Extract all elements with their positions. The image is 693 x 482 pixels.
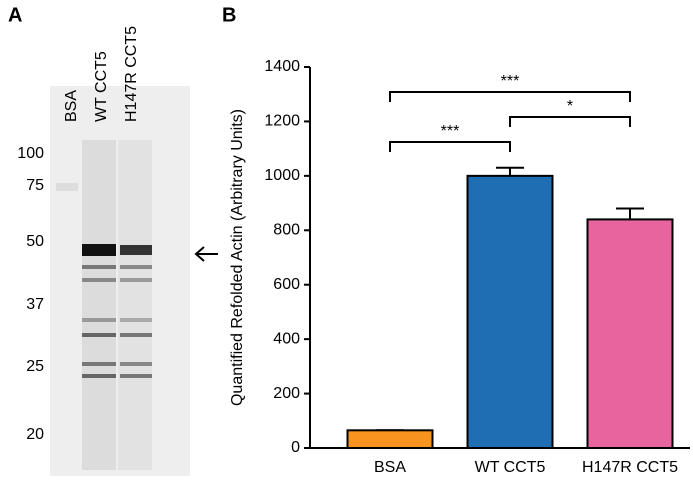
x-tick-label: H147R CCT5 (582, 459, 678, 476)
x-tick-label: BSA (374, 459, 406, 476)
marker-label: 100 (17, 145, 44, 162)
y-tick-label: 1000 (264, 167, 300, 184)
y-tick-label: 600 (273, 276, 300, 293)
lane-label: BSA (63, 90, 80, 122)
lane-label: WT CCT5 (93, 51, 110, 122)
significance-bracket (509, 116, 631, 127)
x-tick-label: WT CCT5 (475, 459, 546, 476)
y-axis-title: Quantified Refolded Actin (Arbitrary Uni… (229, 109, 246, 406)
y-tick-label: 400 (273, 330, 300, 347)
significance-label: *** (501, 73, 520, 90)
lane-label: H147R CCT5 (123, 26, 140, 122)
bar (466, 174, 554, 449)
significance-label: *** (441, 123, 460, 140)
y-tick-label: 800 (273, 222, 300, 239)
bar (586, 218, 674, 449)
marker-label: 25 (26, 358, 44, 375)
marker-label: 75 (26, 177, 44, 194)
panel-label: B (222, 4, 236, 26)
marker-label: 37 (26, 296, 44, 313)
y-tick-label: 1400 (264, 58, 300, 75)
significance-bracket (389, 141, 511, 152)
significance-bracket (389, 91, 631, 102)
panel-label: A (8, 4, 22, 26)
gel-bands (56, 140, 152, 470)
significance-label: * (567, 98, 573, 115)
y-tick-label: 200 (273, 385, 300, 402)
y-tick-label: 1200 (264, 113, 300, 130)
arrow (194, 246, 218, 262)
marker-label: 50 (26, 233, 44, 250)
bar (346, 429, 434, 449)
gel (50, 86, 218, 476)
marker-label: 20 (26, 426, 44, 443)
y-tick-label: 0 (291, 439, 300, 456)
